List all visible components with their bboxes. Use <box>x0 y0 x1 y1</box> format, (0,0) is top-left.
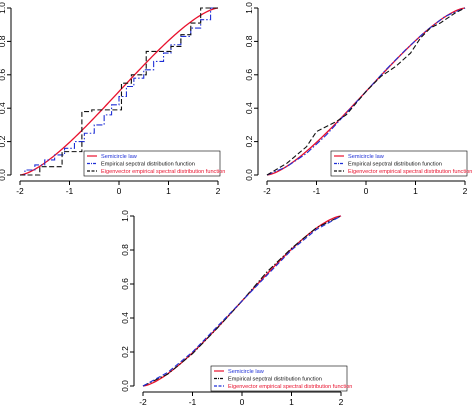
legend-box <box>330 150 468 177</box>
x-tick-label: 0 <box>117 186 122 196</box>
legend: Semicircle law Empirical sepctral distrib… <box>330 150 472 177</box>
legend-label: Eigenvector empirical spectral distribut… <box>348 169 472 175</box>
legend-label: Empirical sepctral distribution function <box>348 162 442 168</box>
chart-panel-top-left: -2 -1 0 1 2 0.0 0.2 0.4 0.6 0.8 1.0 Semicircle law E… <box>0 2 225 196</box>
y-tick-label: 0.6 <box>244 69 254 81</box>
x-tick-label: 1 <box>413 186 418 196</box>
x-tick-label: -1 <box>66 186 74 196</box>
legend-label: Empirical sepctral distribution function <box>101 162 195 168</box>
y-tick-label: 0.0 <box>120 380 130 392</box>
chart-panel-bottom-center: -2 -1 0 1 2 0.0 0.2 0.4 0.6 0.8 1.0 Semicircle law E… <box>120 210 352 407</box>
x-tick-label: 2 <box>339 397 344 407</box>
y-tick-label: 0.8 <box>120 244 130 256</box>
x-tick-label: -2 <box>139 397 147 407</box>
y-tick-label: 0.6 <box>120 278 130 290</box>
x-tick-label: 0 <box>364 186 369 196</box>
x-tick-label: -2 <box>16 186 24 196</box>
x-tick-label: 2 <box>216 186 221 196</box>
legend: Semicircle law Empirical sepctral distrib… <box>83 150 225 177</box>
y-tick-label: 0.2 <box>244 135 254 147</box>
y-tick-label: 0.8 <box>244 35 254 47</box>
legend-label: Semicircle law <box>348 154 385 160</box>
series-line-dashed <box>266 7 466 176</box>
series-line-solid <box>19 7 219 176</box>
x-tick-label: 1 <box>166 186 171 196</box>
y-tick-label: 0.2 <box>120 346 130 358</box>
y-tick-label: 0.0 <box>244 169 254 181</box>
x-tick-label: -1 <box>189 397 197 407</box>
y-tick-label: 0.6 <box>0 69 7 81</box>
y-tick-label: 0.0 <box>0 169 7 181</box>
legend-box <box>83 150 221 177</box>
x-tick-label: -1 <box>313 186 321 196</box>
y-tick-label: 0.8 <box>0 35 7 47</box>
x-tick-label: 0 <box>240 397 245 407</box>
chart-panel-top-right: -2 -1 0 1 2 0.0 0.2 0.4 0.6 0.8 1.0 Semicircle law E… <box>244 2 472 196</box>
y-tick-label: 1.0 <box>120 210 130 222</box>
x-tick-label: -2 <box>263 186 271 196</box>
legend: Semicircle law Empirical sepctral distrib… <box>210 365 352 392</box>
legend-label: Eigenvector empirical spectral distribut… <box>101 169 225 175</box>
y-tick-label: 0.4 <box>244 102 254 114</box>
series-line-dashed <box>20 7 218 176</box>
legend-label: Semicircle law <box>228 369 265 375</box>
y-tick-label: 0.2 <box>0 135 7 147</box>
series-line-dashed <box>142 215 342 387</box>
legend-label: Empirical sepctral distribution function <box>228 377 322 383</box>
legend-label: Semicircle law <box>101 154 138 160</box>
legend-box <box>210 365 348 392</box>
series-line-dashdot <box>20 7 218 176</box>
x-tick-label: 1 <box>289 397 294 407</box>
y-tick-label: 0.4 <box>0 102 7 114</box>
x-tick-label: 2 <box>463 186 468 196</box>
legend-label: Eigenvector empirical spectral distribut… <box>228 384 352 390</box>
y-tick-label: 1.0 <box>244 2 254 14</box>
y-tick-label: 0.4 <box>120 312 130 324</box>
y-tick-label: 1.0 <box>0 2 7 14</box>
